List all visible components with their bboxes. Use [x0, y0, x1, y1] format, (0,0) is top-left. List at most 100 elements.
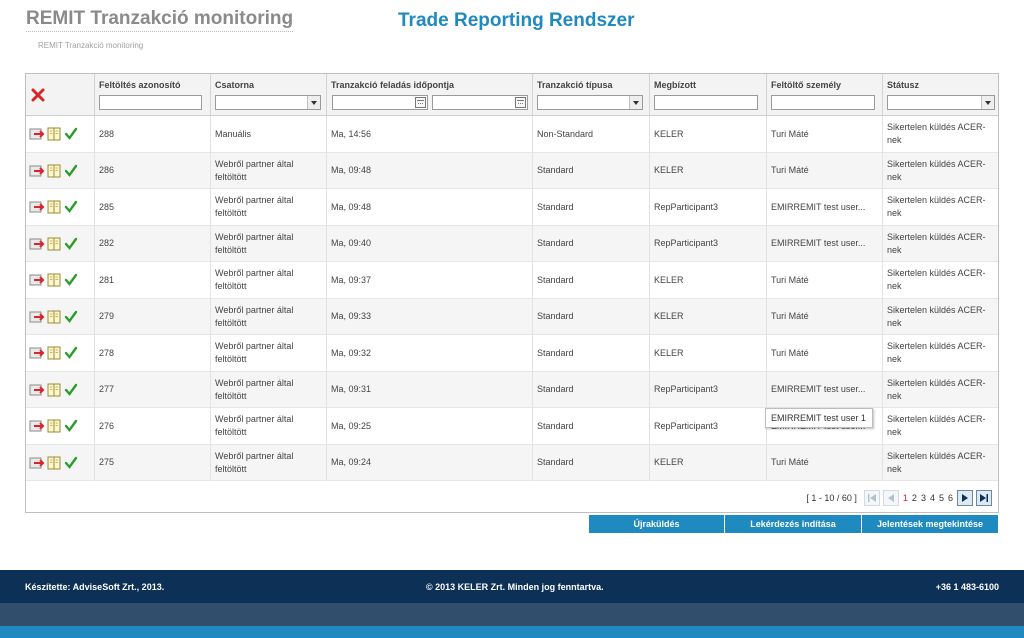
- resend-icon[interactable]: [29, 383, 45, 397]
- page-number[interactable]: 4: [929, 493, 935, 503]
- clear-filter-icon[interactable]: [30, 87, 46, 103]
- details-icon[interactable]: [46, 346, 62, 360]
- resend-icon[interactable]: [29, 164, 45, 178]
- resend-icon[interactable]: [29, 237, 45, 251]
- cell-principal-text: KELER: [654, 128, 684, 139]
- channel-filter-select[interactable]: [215, 95, 321, 110]
- details-icon[interactable]: [46, 419, 62, 433]
- page-number[interactable]: 5: [938, 493, 944, 503]
- page-number[interactable]: 1: [902, 493, 908, 503]
- col-channel: Csatorna: [210, 74, 326, 116]
- row-actions: [26, 153, 94, 190]
- resend-icon[interactable]: [29, 273, 45, 287]
- principal-filter-input[interactable]: [654, 95, 758, 110]
- cell-status: Sikertelen küldés ACER-nek: [882, 298, 998, 335]
- col-status: Státusz: [882, 74, 998, 116]
- cell-principal-text: KELER: [654, 347, 684, 358]
- system-title: Trade Reporting Rendszer: [398, 10, 635, 31]
- breadcrumb[interactable]: REMIT Tranzakció monitoring: [38, 41, 144, 50]
- details-icon[interactable]: [46, 456, 62, 470]
- success-check-icon: [64, 310, 78, 323]
- next-page-icon[interactable]: [957, 490, 973, 506]
- col-uploader: Feltöltő személy: [766, 74, 882, 116]
- cell-principal: KELER: [649, 116, 766, 153]
- cell-channel: Webről partner által feltöltött: [210, 335, 326, 372]
- details-icon[interactable]: [46, 127, 62, 141]
- calendar-icon[interactable]: [415, 97, 426, 108]
- col-submit-time-label[interactable]: Tranzakció feladás időpontja: [331, 80, 455, 90]
- details-icon[interactable]: [46, 164, 62, 178]
- details-icon[interactable]: [46, 310, 62, 324]
- resend-icon[interactable]: [29, 310, 45, 324]
- table-row[interactable]: 275 Webről partner által feltöltött Ma, 09…: [26, 444, 998, 481]
- calendar-icon[interactable]: [515, 97, 526, 108]
- details-icon[interactable]: [46, 237, 62, 251]
- cell-tx-type-text: Standard: [537, 311, 574, 322]
- page-number[interactable]: 3: [920, 493, 926, 503]
- tx-type-filter-select[interactable]: [537, 95, 643, 110]
- date-from-input[interactable]: [332, 95, 428, 110]
- col-upload-id: Feltöltés azonosító: [94, 74, 210, 116]
- status-filter-select[interactable]: [887, 95, 995, 110]
- table-row[interactable]: 285 Webről partner által feltöltött Ma, 09…: [26, 189, 998, 226]
- cell-upload-id: 288: [94, 116, 210, 153]
- view-reports-button[interactable]: Jelentések megtekintése: [862, 515, 998, 533]
- cell-principal: RepParticipant3: [649, 371, 766, 408]
- cell-tx-type: Standard: [532, 371, 649, 408]
- cell-principal: KELER: [649, 152, 766, 189]
- details-icon[interactable]: [46, 383, 62, 397]
- table-row[interactable]: 277 Webről partner által feltöltött Ma, 09…: [26, 371, 998, 409]
- row-actions: [26, 299, 94, 336]
- cell-tx-type: Standard: [532, 444, 649, 481]
- table-row[interactable]: 279 Webről partner által feltöltött Ma, 09…: [26, 298, 998, 336]
- page-number[interactable]: 6: [947, 493, 953, 503]
- cell-channel-text: Webről partner által feltöltött: [215, 450, 294, 474]
- resend-icon[interactable]: [29, 456, 45, 470]
- last-page-icon[interactable]: [976, 490, 992, 506]
- details-icon[interactable]: [46, 273, 62, 287]
- resend-icon[interactable]: [29, 127, 45, 141]
- chevron-down-icon: [629, 96, 642, 109]
- cell-status: Sikertelen küldés ACER-nek: [882, 408, 998, 445]
- first-page-icon[interactable]: [863, 490, 880, 506]
- col-channel-label[interactable]: Csatorna: [215, 80, 255, 90]
- col-uploader-label[interactable]: Feltöltő személy: [771, 80, 842, 90]
- details-icon[interactable]: [46, 200, 62, 214]
- cell-principal: KELER: [649, 262, 766, 299]
- cell-status-text: Sikertelen küldés ACER-nek: [887, 195, 986, 219]
- cell-tx-type-text: Standard: [537, 238, 574, 249]
- cell-submit-time: Ma, 09:48: [326, 189, 532, 226]
- start-query-button[interactable]: Lekérdezés indítása: [725, 515, 861, 533]
- cell-submit-time-text: Ma, 09:32: [331, 347, 372, 358]
- upload-id-filter-input[interactable]: [99, 95, 202, 110]
- resend-button[interactable]: Újraküldés: [589, 515, 724, 533]
- cell-principal-text: RepParticipant3: [654, 201, 719, 212]
- resend-icon[interactable]: [29, 346, 45, 360]
- row-actions: [26, 226, 94, 263]
- col-upload-id-label[interactable]: Feltöltés azonosító: [99, 80, 181, 90]
- page-number[interactable]: 2: [911, 493, 917, 503]
- table-row[interactable]: 286 Webről partner által feltöltött Ma, 09…: [26, 152, 998, 190]
- cell-upload-id: 286: [94, 152, 210, 189]
- table-row[interactable]: 281 Webről partner által feltöltött Ma, 09…: [26, 262, 998, 299]
- prev-page-icon[interactable]: [882, 490, 899, 506]
- col-principal-label[interactable]: Megbízott: [654, 80, 696, 90]
- date-to-input[interactable]: [432, 95, 528, 110]
- cell-tx-type: Non-Standard: [532, 116, 649, 153]
- table-row[interactable]: 278 Webről partner által feltöltött Ma, 09…: [26, 335, 998, 372]
- uploader-filter-input[interactable]: [771, 95, 875, 110]
- footer-credit: Készítette: AdviseSoft Zrt., 2013.: [25, 582, 165, 592]
- col-tx-type-label[interactable]: Tranzakció típusa: [537, 80, 613, 90]
- col-status-label[interactable]: Státusz: [887, 80, 920, 90]
- cell-submit-time-text: Ma, 09:31: [331, 384, 372, 395]
- table-row[interactable]: 282 Webről partner által feltöltött Ma, 09…: [26, 225, 998, 263]
- resend-icon[interactable]: [29, 419, 45, 433]
- cell-upload-id-text: 279: [99, 311, 115, 322]
- cell-uploader-text: Turi Máté: [771, 128, 809, 139]
- cell-upload-id-text: 281: [99, 274, 115, 285]
- cell-submit-time-text: Ma, 14:56: [331, 128, 372, 139]
- resend-icon[interactable]: [29, 200, 45, 214]
- table-row[interactable]: 288 Manuális Ma, 14:56 Non-Standard KELER Tur…: [26, 116, 998, 153]
- row-actions: [26, 372, 94, 409]
